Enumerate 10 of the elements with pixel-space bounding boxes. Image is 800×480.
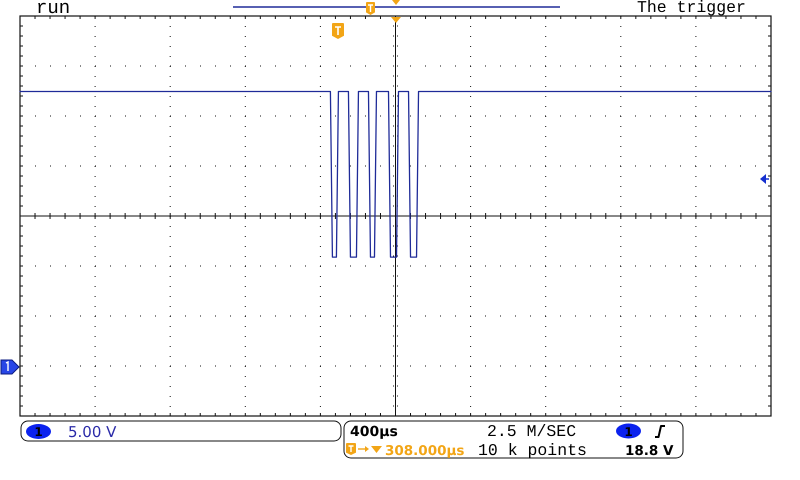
text: 18.8 V xyxy=(625,443,674,459)
text: run xyxy=(36,0,70,19)
text: 2.5 M/SEC xyxy=(487,422,576,441)
chart-title: The trigger xyxy=(637,0,746,17)
text: 10 k points xyxy=(478,441,587,460)
text: 5.00 V xyxy=(68,423,118,441)
text: 1 xyxy=(34,425,43,439)
text: 1 xyxy=(624,425,633,439)
text: 308.000µs xyxy=(385,443,464,459)
text: 400µs xyxy=(350,424,398,440)
